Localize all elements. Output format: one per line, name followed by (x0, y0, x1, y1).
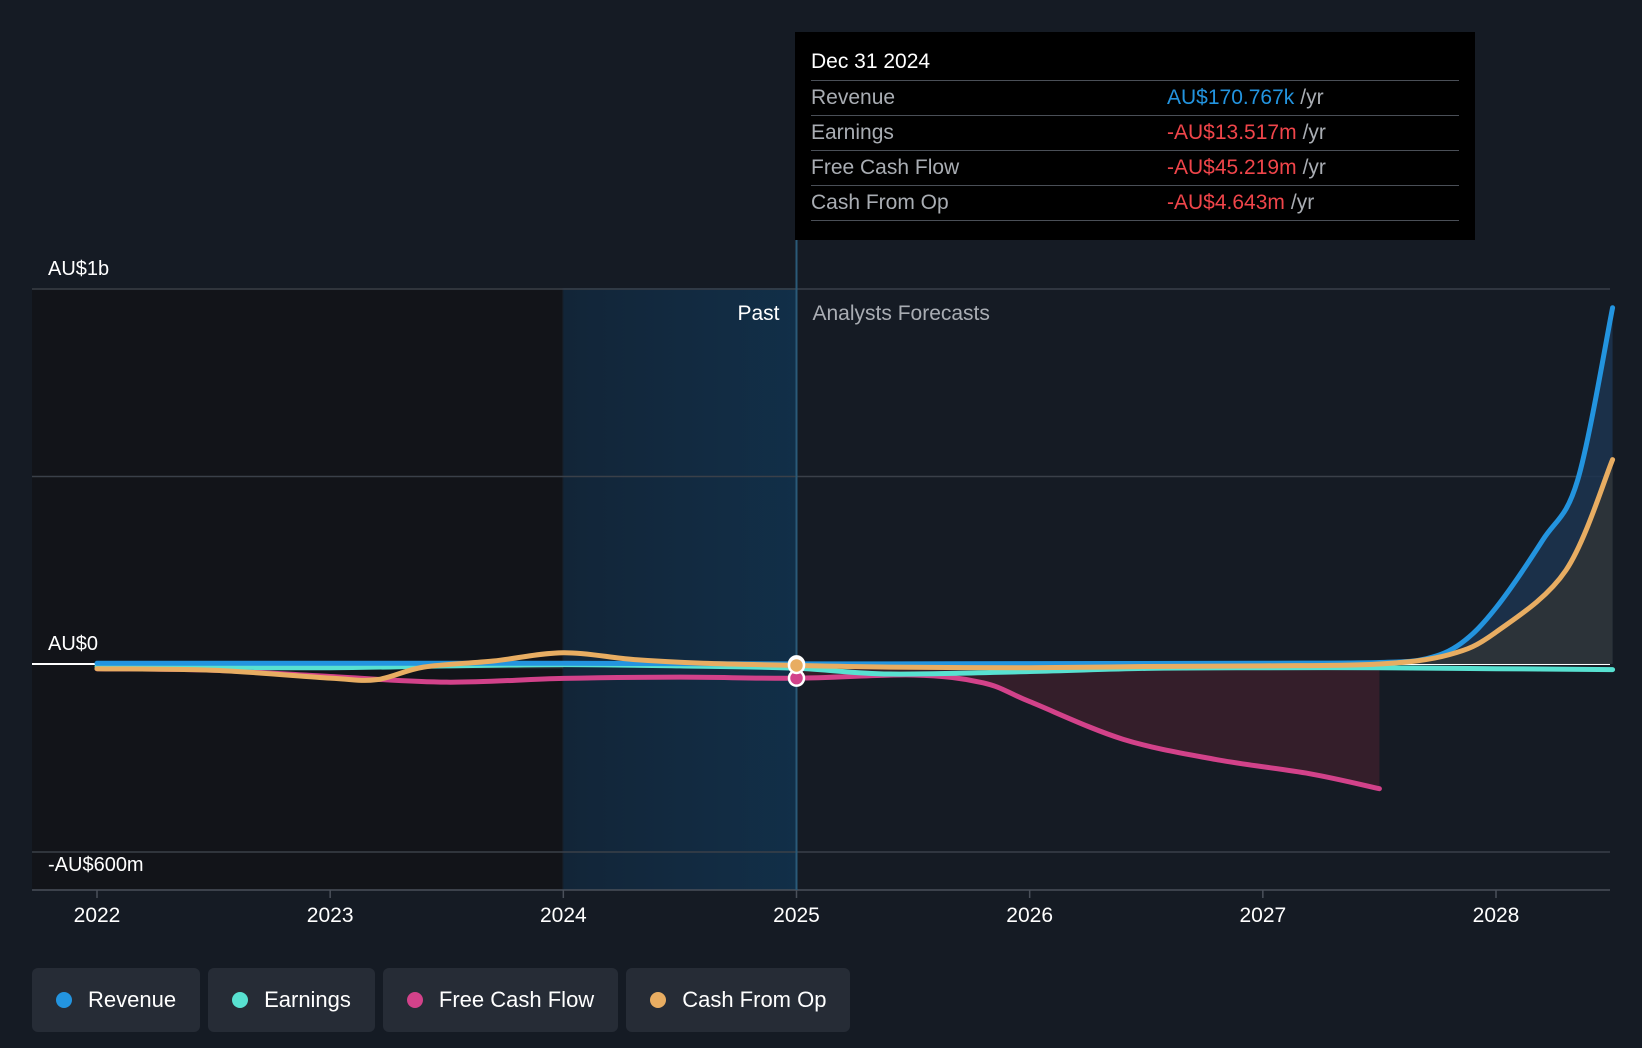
x-tick-label: 2023 (307, 904, 354, 927)
forecast-label: Analysts Forecasts (813, 302, 990, 325)
legend-label: Free Cash Flow (438, 987, 595, 1012)
revenue-dot-icon (56, 992, 72, 1008)
tooltip-label: Revenue (811, 86, 896, 109)
past-label: Past (737, 302, 779, 325)
revenue-area (796, 307, 1613, 664)
x-tick-label: 2027 (1239, 904, 1286, 927)
past-shade-region (563, 288, 797, 890)
legend-item-revenue[interactable]: Revenue (32, 968, 201, 1032)
legend: Revenue Earnings Free Cash Flow Cash Fro… (32, 968, 851, 1032)
tooltip-label: Cash From Op (811, 191, 949, 214)
series-lines (94, 305, 1616, 792)
cash-from-op-marker (787, 656, 806, 675)
tooltip-label: Free Cash Flow (811, 156, 960, 179)
tooltip-row-cash-from-op: Cash From Op -AU$4.643m /yr (811, 185, 1459, 221)
legend-item-cash-from-op[interactable]: Cash From Op (626, 968, 851, 1032)
legend-item-free-cash-flow[interactable]: Free Cash Flow (382, 968, 619, 1032)
x-tick-label: 2024 (540, 904, 587, 927)
x-tick-label: 2022 (74, 904, 121, 927)
y-tick-label: -AU$600m (48, 854, 144, 876)
legend-item-earnings[interactable]: Earnings (208, 968, 375, 1032)
tooltip: Dec 31 2024 Revenue AU$170.767k /yr Earn… (795, 32, 1475, 240)
tooltip-value: -AU$13.517m (1167, 121, 1297, 144)
tooltip-date: Dec 31 2024 (811, 50, 931, 73)
earnings-dot-icon (232, 992, 249, 1008)
tooltip-value: -AU$45.219m (1167, 156, 1297, 179)
cash-from-op-line (94, 457, 1616, 683)
axis-labels: AU$1b AU$0 -AU$600m 2022 2023 2024 2025 2026 202… (48, 258, 1519, 927)
tooltip-row-free-cash-flow: Free Cash Flow -AU$45.219m /yr (811, 150, 1459, 185)
y-tick-label: AU$0 (48, 633, 98, 655)
tooltip-value: -AU$4.643m (1167, 191, 1285, 214)
x-tick-label: 2028 (1473, 904, 1520, 927)
earnings-line (94, 662, 1616, 677)
x-tick-label: 2025 (773, 904, 820, 927)
legend-label: Revenue (88, 987, 177, 1012)
cash-from-op-area (796, 459, 1613, 668)
cash-from-op-dot-icon (650, 992, 667, 1008)
tooltip-label: Earnings (811, 121, 894, 144)
x-tick-label: 2026 (1006, 904, 1053, 927)
y-tick-label: AU$1b (48, 258, 109, 280)
free-cash-flow-dot-icon (406, 992, 423, 1008)
tooltip-row-earnings: Earnings -AU$13.517m /yr (811, 115, 1459, 150)
tooltip-row-revenue: Revenue AU$170.767k /yr (811, 80, 1459, 115)
tooltip-unit: /yr (1302, 156, 1326, 179)
legend-label: Cash From Op (682, 987, 827, 1012)
tooltip-unit: /yr (1302, 121, 1326, 144)
tooltip-unit: /yr (1290, 191, 1315, 214)
tooltip-value: AU$170.767k (1167, 86, 1295, 109)
past-history-region (32, 288, 562, 890)
legend-label: Earnings (264, 987, 351, 1012)
hover-markers (787, 655, 806, 687)
tooltip-unit: /yr (1300, 86, 1324, 109)
